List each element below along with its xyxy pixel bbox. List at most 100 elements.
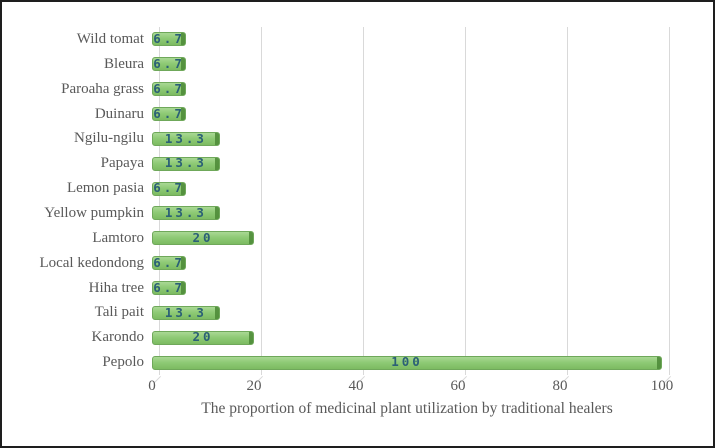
bar-row: Lemon pasia 6.7 <box>10 176 662 201</box>
bar-value-label: 6.7 <box>153 80 185 96</box>
x-tick-label: 60 <box>450 378 466 394</box>
category-label: Duinaru <box>94 105 144 122</box>
category-label: Lemon pasia <box>66 180 144 197</box>
x-axis-ticks: 0 20 40 60 80 100 <box>148 378 673 397</box>
bar-track: 6.7 <box>152 102 662 127</box>
gridline <box>363 27 364 375</box>
category-label: Yellow pumpkin <box>44 204 144 221</box>
bar-track: 6.7 <box>152 52 662 77</box>
bar-end-cap <box>249 232 253 245</box>
bar-end-cap <box>181 33 186 46</box>
bar-row: Bleura 6.7 <box>10 52 662 77</box>
bar-value-label: 6.7 <box>153 180 185 196</box>
gridline <box>567 27 568 375</box>
bar-row: Duinaru 6.7 <box>10 102 662 127</box>
bar-value-label: 13.3 <box>164 155 207 171</box>
bar-end-cap <box>657 356 661 369</box>
bar-value-label: 13.3 <box>164 205 207 221</box>
category-label: Bleura <box>104 55 144 72</box>
category-label: Paroaha grass <box>61 80 144 97</box>
bar: 6.7 <box>152 56 187 72</box>
bar-track: 13.3 <box>152 201 662 226</box>
bar-track: 13.3 <box>152 300 662 325</box>
bar-end-cap <box>214 132 219 145</box>
gridline <box>669 27 670 375</box>
bar-value-label: 20 <box>192 329 214 345</box>
bar-end-cap <box>249 331 253 344</box>
bar-track: 20 <box>152 226 662 251</box>
x-tick-label: 80 <box>552 378 568 394</box>
x-tick-label: 0 <box>148 378 156 394</box>
category-label: Lamtoro <box>92 229 144 246</box>
bar-track: 20 <box>152 325 662 350</box>
bar-end-cap <box>214 207 219 220</box>
bar-row: Local kedondong 6.7 <box>10 251 662 276</box>
bar-track: 100 <box>152 350 662 375</box>
category-label: Pepolo <box>102 354 144 371</box>
bar-rows: Wild tomat 6.7 Bleura 6.7 Paroaha grass 6.7 Du… <box>10 27 662 375</box>
bar-row: Hiha tree 6.7 <box>10 276 662 301</box>
bar: 13.3 <box>152 304 220 320</box>
x-tick-label: 100 <box>650 378 674 394</box>
category-label: Ngilu-ngilu <box>74 130 144 147</box>
category-label: Local kedondong <box>39 254 144 271</box>
bar-end-cap <box>214 306 219 319</box>
category-label: Wild tomat <box>76 30 144 47</box>
bar-value-label: 6.7 <box>153 105 185 121</box>
bar-track: 6.7 <box>152 77 662 102</box>
bar-row: Tali pait 13.3 <box>10 300 662 325</box>
gridline <box>261 27 262 375</box>
category-label: Karondo <box>91 329 145 346</box>
bar-end-cap <box>181 257 186 270</box>
bar-row: Pepolo 100 <box>10 350 662 375</box>
bar-row: Karondo 20 <box>10 325 662 350</box>
bar-row: Yellow pumpkin 13.3 <box>10 201 662 226</box>
category-label: Tali pait <box>94 304 144 321</box>
bar: 100 <box>152 355 662 370</box>
gridline <box>465 27 466 375</box>
plot-background <box>152 27 672 384</box>
bar: 6.7 <box>152 31 187 47</box>
bar-row: Lamtoro 20 <box>10 226 662 251</box>
bar-end-cap <box>181 182 186 195</box>
x-axis-title: The proportion of medicinal plant utiliz… <box>201 400 613 417</box>
bar-end-cap <box>181 58 186 71</box>
bar: 20 <box>152 230 254 246</box>
bar: 6.7 <box>152 80 187 97</box>
bar: 13.3 <box>152 155 220 171</box>
bar-row: Wild tomat 6.7 <box>10 27 662 52</box>
category-label: Papaya <box>100 155 144 172</box>
bar: 6.7 <box>152 105 187 121</box>
bar-value-label: 13.3 <box>164 304 207 320</box>
bar-value-label: 13.3 <box>164 130 207 146</box>
bar-value-label: 6.7 <box>153 56 185 72</box>
bar-end-cap <box>181 83 186 96</box>
bar-track: 6.7 <box>152 27 662 52</box>
bar-end-cap <box>214 157 219 170</box>
bar: 20 <box>152 329 254 345</box>
bar: 6.7 <box>152 279 187 296</box>
bar-track: 6.7 <box>152 251 662 276</box>
bar-row: Papaya 13.3 <box>10 151 662 176</box>
bar-track: 6.7 <box>152 276 662 301</box>
bar-row: Ngilu-ngilu 13.3 <box>10 126 662 151</box>
bar-track: 13.3 <box>152 126 662 151</box>
bar-track: 13.3 <box>152 151 662 176</box>
bar-end-cap <box>181 282 186 295</box>
bar-end-cap <box>181 108 186 120</box>
bar: 13.3 <box>152 205 220 221</box>
bar-value-label: 20 <box>192 230 214 246</box>
category-label: Hiha tree <box>88 279 144 296</box>
gridline <box>159 27 160 375</box>
bar-value-label: 6.7 <box>153 279 185 295</box>
bar-value-label: 6.7 <box>153 254 185 270</box>
bar: 13.3 <box>152 130 220 146</box>
x-tick-label: 40 <box>348 378 364 394</box>
bar: 6.7 <box>152 180 187 196</box>
x-tick-label: 20 <box>246 378 262 394</box>
bar: 6.7 <box>152 254 187 271</box>
bar-row: Paroaha grass 6.7 <box>10 77 662 102</box>
bar-value-label: 6.7 <box>153 31 185 47</box>
bar-track: 6.7 <box>152 176 662 201</box>
